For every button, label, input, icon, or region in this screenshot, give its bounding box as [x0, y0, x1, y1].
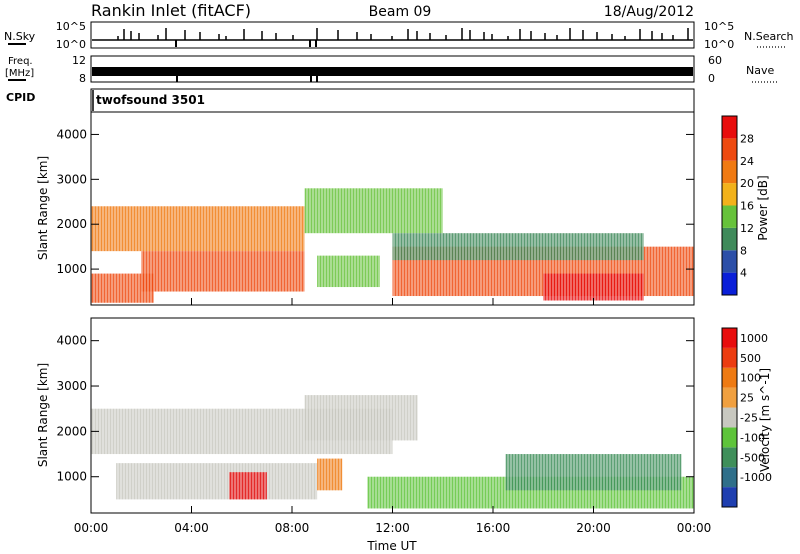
velocity-texture [91, 318, 694, 513]
freq-tick-top: 12 [72, 54, 86, 67]
freq-trace-band [92, 67, 693, 76]
station-title: Rankin Inlet (fitACF) [91, 1, 251, 20]
power-colorbar-segment-1 [722, 272, 737, 295]
noise-left-tick-top: 10^5 [56, 20, 86, 33]
power-colorbar-segment-2 [722, 250, 737, 273]
power-colorbar-segment-4 [722, 205, 737, 228]
power-colorbar-tick-1: 4 [740, 267, 747, 280]
velocity-ytick-label-2: 2000 [56, 424, 87, 438]
power-yaxis: 1000 2000 3000 4000 [56, 127, 694, 276]
noise-left-tick-bottom: 10^0 [56, 38, 86, 51]
freq-trace-gap-3 [316, 76, 318, 82]
velocity-colorbar-label: Velocity [m s^-1] [758, 368, 772, 472]
velocity-colorbar-segment-3 [722, 447, 737, 468]
velocity-colorbar-tick-1: 1000 [740, 332, 768, 345]
freq-label-line1: Freq. [8, 56, 33, 67]
velocity-colorbar-frame [721, 327, 738, 508]
power-colorbar-segment-5 [722, 183, 737, 206]
time-axis: 00:00 04:00 08:00 12:00 16:00 20:00 00:00 [74, 298, 712, 535]
nave-tick-top: 60 [708, 54, 722, 67]
time-axis-label: Time UT [366, 539, 417, 553]
power-texture [91, 112, 694, 305]
date-label: 18/Aug/2012 [604, 4, 694, 20]
cpid-value: twofsound 3501 [96, 93, 205, 107]
velocity-colorbar-segment-2 [722, 467, 737, 488]
power-colorbar-tick-2: 8 [740, 244, 747, 257]
velocity-colorbar-segment-5 [722, 407, 737, 428]
velocity-ytick-label-1: 1000 [56, 470, 87, 484]
time-tick-label-4: 12:00 [375, 521, 410, 535]
velocity-colorbar: 1000 500 100 25 -25 -100 -500 -1000 [721, 327, 772, 508]
power-ytick-label-4: 4000 [56, 127, 87, 141]
time-tick-label-1: 00:00 [74, 521, 109, 535]
freq-trace-gap-2 [310, 76, 312, 82]
velocity-heatmap [91, 318, 694, 513]
velocity-colorbar-tick-6: -100 [740, 431, 765, 444]
nave-label: Nave [746, 64, 774, 77]
power-ylabel: Slant Range [km] [36, 156, 50, 260]
nave-tick-bottom: 0 [708, 72, 715, 85]
freq-panel-frame [90, 55, 695, 83]
power-colorbar-label: Power [dB] [756, 175, 770, 240]
power-colorbar-segment-6 [722, 160, 737, 184]
power-colorbar-tick-7: 28 [740, 132, 754, 145]
freq-label-line2: [MHz] [5, 68, 34, 79]
time-tick-label-2: 04:00 [174, 521, 209, 535]
velocity-colorbar-segment-4 [722, 427, 737, 448]
power-colorbar-segment-8 [722, 116, 737, 139]
velocity-ylabel: Slant Range [km] [36, 363, 50, 467]
power-colorbar-tick-5: 20 [740, 177, 754, 190]
velocity-colorbar-segment-9 [722, 328, 737, 348]
time-tick-label-7: 00:00 [677, 521, 712, 535]
power-colorbar-tick-4: 16 [740, 200, 754, 213]
time-tick-label-6: 20:00 [576, 521, 611, 535]
power-colorbar-segment-3 [722, 227, 737, 251]
velocity-colorbar-tick-3: 100 [740, 372, 761, 385]
noise-left-label: N.Sky [4, 30, 36, 43]
power-colorbar-tick-6: 24 [740, 155, 754, 168]
time-tick-label-5: 16:00 [476, 521, 511, 535]
freq-trace-gap-1 [176, 76, 178, 82]
noise-trace [92, 28, 693, 47]
power-colorbar: 4 8 12 16 20 24 28 [721, 115, 754, 296]
noise-panel-frame [90, 21, 695, 49]
noise-right-label: N.Search [744, 30, 794, 43]
velocity-colorbar-segment-6 [722, 387, 737, 408]
power-heatmap [91, 112, 694, 305]
velocity-colorbar-tick-2: 500 [740, 352, 761, 365]
velocity-colorbar-tick-7: -500 [740, 451, 765, 464]
cpid-label: CPID [6, 91, 35, 104]
velocity-ytick-label-3: 3000 [56, 379, 87, 393]
velocity-colorbar-tick-5: -25 [740, 412, 758, 425]
velocity-colorbar-segment-8 [722, 347, 737, 368]
velocity-ytick-label-4: 4000 [56, 334, 87, 348]
velocity-colorbar-tick-8: -1000 [740, 471, 772, 484]
velocity-colorbar-segment-7 [722, 367, 737, 388]
beam-label: Beam 09 [369, 4, 432, 20]
power-colorbar-segment-7 [722, 138, 737, 161]
power-ytick-label-1: 1000 [56, 262, 87, 276]
noise-right-tick-top: 10^5 [704, 20, 734, 33]
velocity-yaxis: 1000 2000 3000 4000 [56, 334, 694, 484]
velocity-colorbar-tick-4: 25 [740, 392, 754, 405]
noise-right-tick-bottom: 10^0 [704, 38, 734, 51]
time-tick-label-3: 08:00 [275, 521, 310, 535]
power-ytick-label-3: 3000 [56, 172, 87, 186]
power-colorbar-frame [721, 115, 738, 296]
power-colorbar-tick-3: 12 [740, 222, 754, 235]
power-ytick-label-2: 2000 [56, 217, 87, 231]
velocity-colorbar-segment-1 [722, 487, 737, 507]
freq-tick-bottom: 8 [79, 72, 86, 85]
